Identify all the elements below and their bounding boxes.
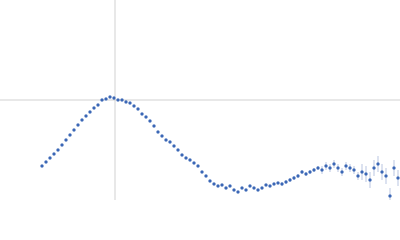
data-point (208, 179, 212, 183)
data-point (348, 166, 352, 170)
data-point (132, 104, 136, 108)
data-point (396, 176, 400, 180)
data-point (184, 156, 188, 160)
data-point (104, 97, 108, 101)
data-point (364, 172, 368, 176)
data-point (76, 123, 80, 127)
data-point (160, 134, 164, 138)
data-point (280, 182, 284, 186)
data-point (120, 98, 124, 102)
data-point (328, 166, 332, 170)
data-point (224, 186, 228, 190)
data-point (188, 158, 192, 162)
data-point (316, 166, 320, 170)
data-point (136, 107, 140, 111)
data-point (172, 144, 176, 148)
data-point (256, 188, 260, 192)
data-point (200, 170, 204, 174)
data-point (352, 168, 356, 172)
data-point (52, 152, 56, 156)
data-point (80, 118, 84, 122)
data-point (148, 119, 152, 123)
data-point (48, 156, 52, 160)
data-point (388, 194, 392, 198)
data-point (284, 180, 288, 184)
data-point (124, 100, 128, 104)
data-point (332, 162, 336, 166)
data-point (92, 106, 96, 110)
data-point (112, 96, 116, 100)
data-point (252, 186, 256, 190)
data-point (360, 170, 364, 174)
data-point (260, 186, 264, 190)
data-point (168, 140, 172, 144)
data-point (384, 174, 388, 178)
data-point (340, 170, 344, 174)
data-point (372, 166, 376, 170)
data-point (376, 162, 380, 166)
data-point (44, 160, 48, 164)
data-point (128, 101, 132, 105)
data-point (164, 138, 168, 142)
data-point (40, 164, 44, 168)
data-point (380, 170, 384, 174)
data-point (324, 164, 328, 168)
data-point (368, 178, 372, 182)
data-point (212, 182, 216, 186)
data-point (308, 170, 312, 174)
data-point (344, 164, 348, 168)
data-point (64, 138, 68, 142)
data-point (288, 178, 292, 182)
data-point (68, 133, 72, 137)
data-point (236, 190, 240, 194)
data-point (84, 114, 88, 118)
data-point (268, 184, 272, 188)
data-point (232, 188, 236, 192)
data-point (244, 188, 248, 192)
data-point (220, 183, 224, 187)
data-point (272, 182, 276, 186)
data-point (140, 112, 144, 116)
data-point (304, 172, 308, 176)
data-point (60, 143, 64, 147)
data-point (72, 128, 76, 132)
data-point (264, 183, 268, 187)
data-point (300, 170, 304, 174)
data-point (320, 168, 324, 172)
data-point (392, 166, 396, 170)
data-point (216, 184, 220, 188)
data-point (96, 103, 100, 107)
data-point (240, 186, 244, 190)
chart (0, 0, 400, 200)
data-point (156, 130, 160, 134)
data-point (204, 174, 208, 178)
data-point (116, 98, 120, 102)
data-point (176, 148, 180, 152)
data-point (292, 176, 296, 180)
data-point (88, 110, 92, 114)
data-point (296, 174, 300, 178)
data-point (144, 115, 148, 119)
data-point (276, 181, 280, 185)
data-point (336, 166, 340, 170)
data-point (228, 184, 232, 188)
data-point (356, 174, 360, 178)
data-point (56, 148, 60, 152)
data-point (196, 164, 200, 168)
data-point (248, 184, 252, 188)
data-point (312, 168, 316, 172)
data-point (108, 95, 112, 99)
data-point (152, 124, 156, 128)
data-point (180, 153, 184, 157)
data-point (192, 161, 196, 165)
data-point (100, 98, 104, 102)
